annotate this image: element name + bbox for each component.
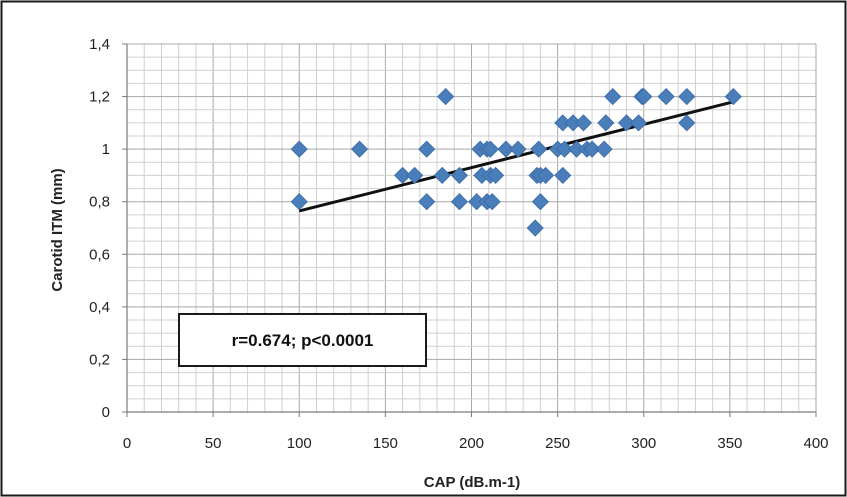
data-point [350,140,369,158]
x-tick-label: 400 [803,435,828,452]
data-points [290,88,742,237]
data-point [497,140,515,158]
data-point [526,219,544,237]
data-point [530,140,548,158]
data-point [509,140,527,158]
stats-annotation-box [178,313,427,367]
trendline [298,100,734,213]
data-point [483,193,501,211]
data-point [487,166,505,184]
x-tick-label: 50 [205,435,222,452]
y-tick-label: 0,6 [89,246,110,263]
data-point [597,114,615,132]
data-point [678,88,696,106]
data-point [531,193,549,211]
x-tick-label: 150 [373,435,398,452]
data-point [604,88,622,106]
y-tick-label: 1 [102,141,110,158]
y-tick-label: 1,2 [89,89,110,106]
x-tick-label: 350 [717,435,742,452]
x-axis-title: CAP (dB.m-1) [424,474,520,491]
data-point [630,114,648,132]
data-point [617,114,636,132]
y-tick-label: 0,4 [89,299,110,316]
data-point [418,140,436,158]
data-point [481,140,500,158]
y-axis-title: Carotid ITM (mm) [49,168,66,291]
y-tick-label: 0,8 [89,194,110,211]
data-point [406,166,424,184]
x-tick-label: 250 [545,435,570,452]
data-point [290,193,308,211]
data-point [678,114,696,132]
y-tick-label: 0 [102,404,110,421]
y-tick-label: 1,4 [89,36,110,53]
data-point [583,140,601,158]
x-tick-label: 200 [459,435,484,452]
data-point [555,140,574,158]
data-point [450,193,469,211]
data-point [537,166,555,184]
data-point [554,166,572,184]
trendline-layer [298,100,734,213]
data-point [290,140,308,158]
data-point [418,193,436,211]
x-tick-label: 0 [123,435,131,452]
data-point [635,88,653,106]
data-point [433,166,451,184]
data-point [437,88,455,106]
data-point [595,140,613,158]
data-point [724,88,742,106]
y-tick-label: 0,2 [89,351,110,368]
data-point [574,114,593,132]
data-point [394,166,412,184]
tick-labels: 0 50 100 150 200 250 300 350 400 0 0,2 0,4 0,6 0,8 1 1,… [89,36,828,452]
x-tick-label: 100 [287,435,312,452]
gridlines [126,43,817,413]
data-point [657,88,675,106]
stats-annotation: r=0.674; p<0.0001 [232,331,374,350]
data-point [450,166,469,184]
x-tick-label: 300 [631,435,656,452]
axes [122,43,817,417]
